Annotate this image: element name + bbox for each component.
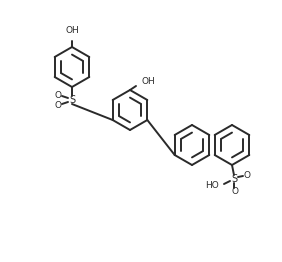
Text: O: O [54,101,61,110]
Text: OH: OH [65,26,79,35]
Text: S: S [69,95,75,105]
Text: O: O [243,171,250,179]
Text: HO: HO [205,181,219,189]
Text: OH: OH [141,78,155,86]
Text: O: O [54,90,61,100]
Text: O: O [232,187,239,195]
Text: S: S [231,174,237,184]
